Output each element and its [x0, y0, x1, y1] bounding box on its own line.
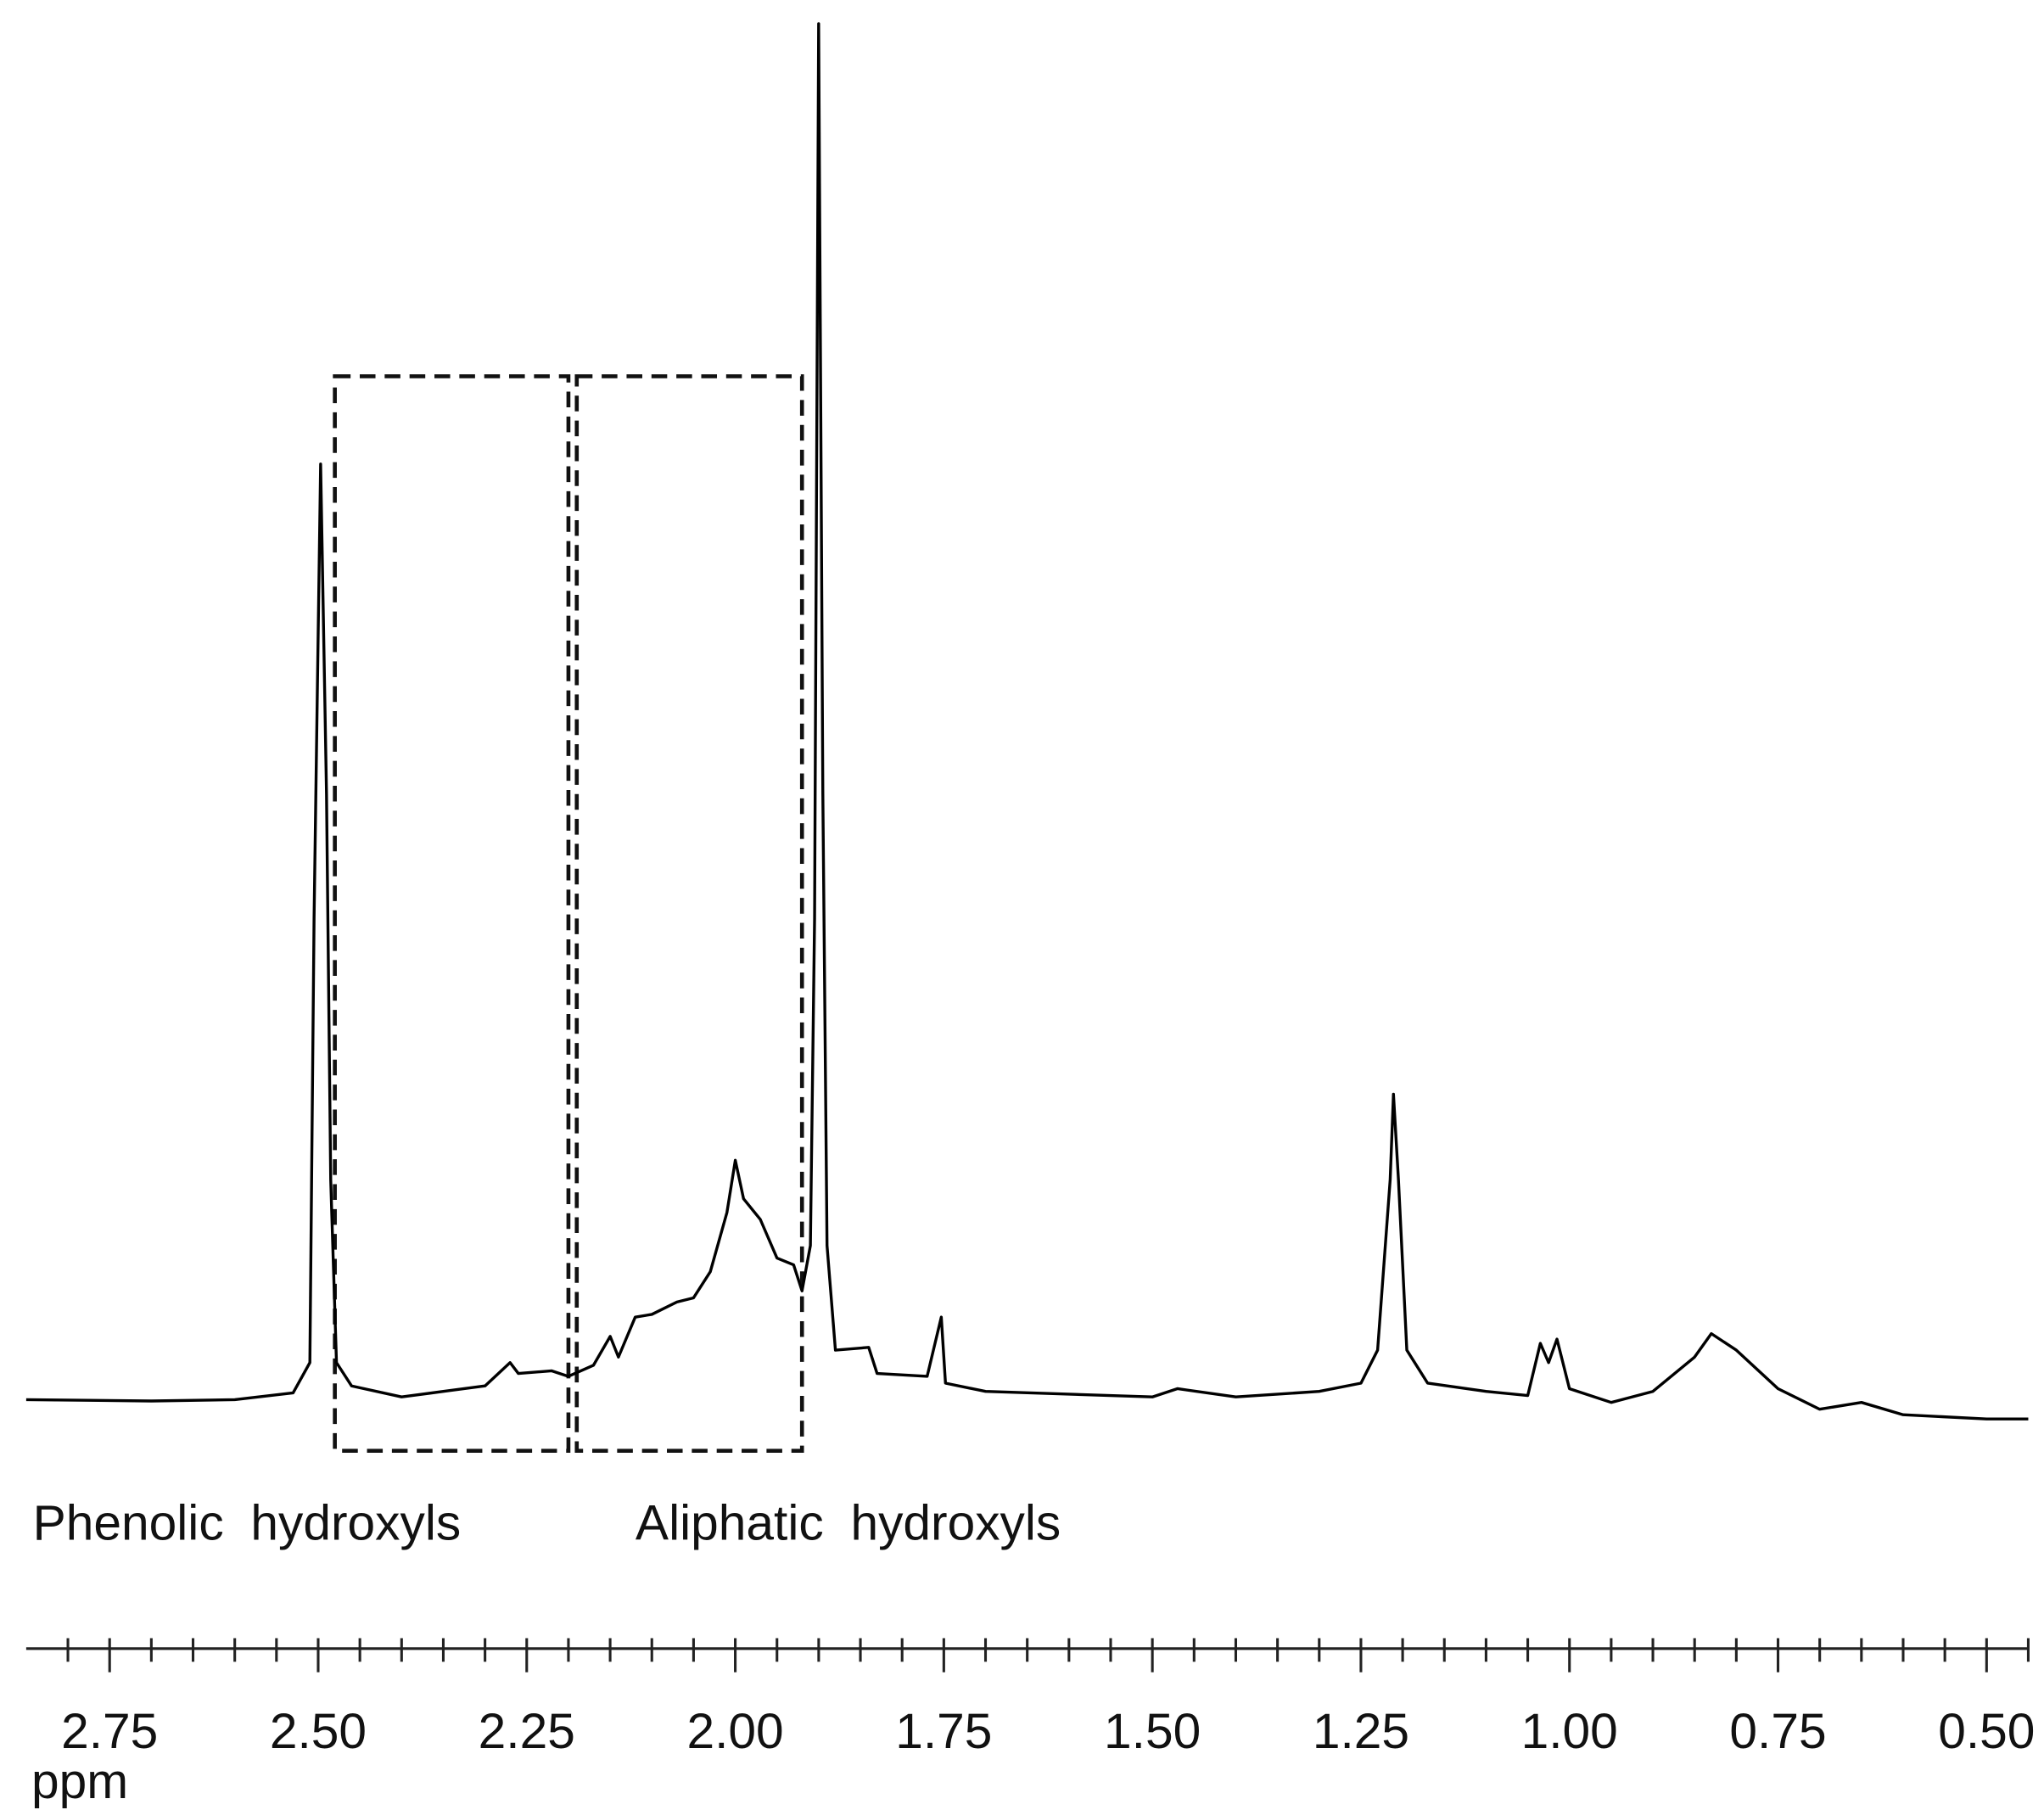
x-tick-label: 1.25	[1313, 1704, 1409, 1759]
x-tick-label: 2.25	[479, 1704, 575, 1759]
x-tick-label: 2.00	[686, 1704, 783, 1759]
x-axis-label: ppm	[31, 1754, 128, 1809]
spectrum-line	[25, 22, 2029, 1421]
x-tick-label: 0.75	[1729, 1704, 1826, 1759]
region-box	[333, 374, 571, 1453]
x-tick-label: 1.50	[1104, 1704, 1201, 1759]
region-label: Phenolic hydroxyls	[33, 1496, 462, 1551]
region-box	[574, 374, 804, 1453]
x-tick-label: 1.75	[895, 1704, 992, 1759]
x-tick-label: 1.00	[1521, 1704, 1618, 1759]
x-tick-label: 0.50	[1938, 1704, 2035, 1759]
x-tick-label: 2.75	[61, 1704, 158, 1759]
x-tick-label: 2.50	[270, 1704, 367, 1759]
region-label: Aliphatic hydroxyls	[636, 1496, 1061, 1551]
